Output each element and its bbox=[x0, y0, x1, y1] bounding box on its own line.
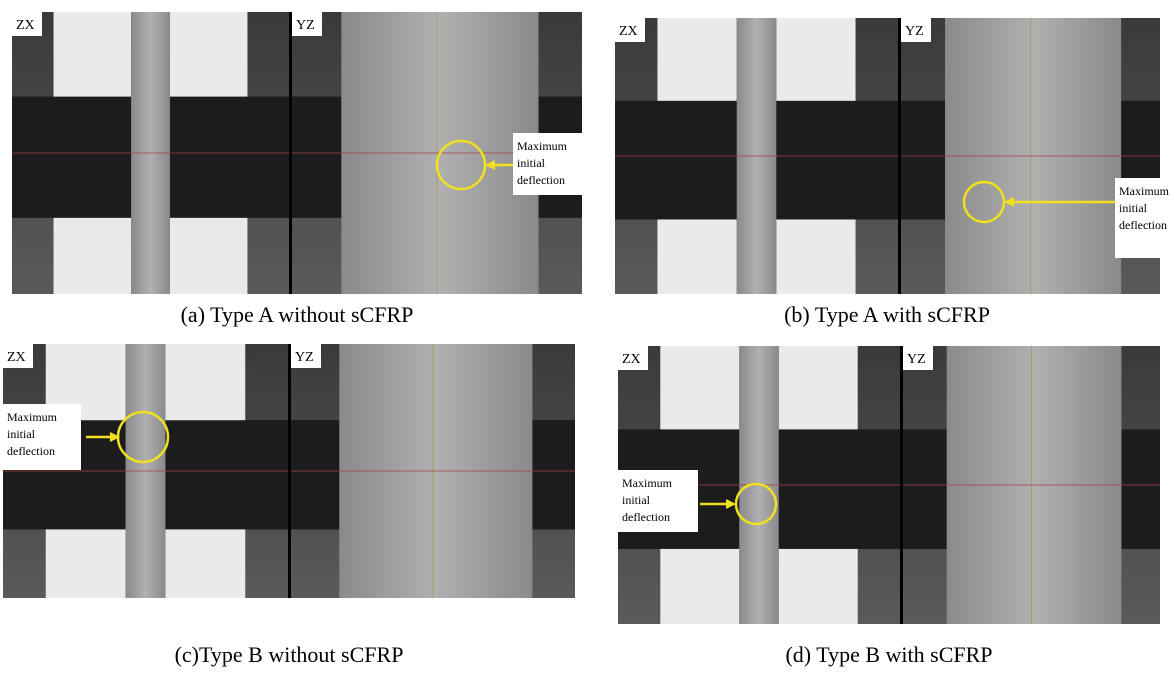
view-divider bbox=[288, 344, 291, 598]
grip-block bbox=[660, 346, 740, 430]
view-label-box bbox=[12, 12, 42, 36]
view-label-box bbox=[3, 344, 33, 368]
annotation-text: initial bbox=[517, 156, 546, 170]
view-label: YZ bbox=[295, 350, 314, 365]
grip-block bbox=[657, 219, 737, 294]
annotation-text: Maximum bbox=[622, 476, 673, 490]
annotation-text: initial bbox=[622, 493, 651, 507]
caption: (d) Type B with sCFRP bbox=[785, 642, 992, 667]
view-label: YZ bbox=[296, 18, 315, 33]
view-divider bbox=[900, 346, 903, 624]
grip-block bbox=[165, 529, 246, 598]
arrow-head bbox=[1004, 197, 1014, 207]
annotation-box bbox=[3, 404, 81, 470]
annotation-text: Maximum bbox=[1119, 184, 1170, 198]
panel: ZX YZ Maximum initial deflection bbox=[3, 344, 575, 598]
annotation-text: initial bbox=[1119, 201, 1148, 215]
arrow-head bbox=[726, 499, 736, 509]
annotation-box bbox=[1115, 178, 1172, 258]
annotation-text: Maximum bbox=[7, 410, 58, 424]
annotation-text: deflection bbox=[7, 444, 55, 458]
panel: ZX YZ Maximum initial deflection bbox=[615, 18, 1172, 294]
view-divider bbox=[289, 12, 292, 294]
grip-block bbox=[776, 219, 856, 294]
grip-block bbox=[657, 18, 737, 101]
view-label: ZX bbox=[16, 18, 35, 33]
view-label: YZ bbox=[907, 352, 926, 367]
view-label-box bbox=[618, 346, 648, 370]
grip-block bbox=[778, 548, 858, 624]
arrow-head bbox=[110, 432, 120, 442]
panel: ZX YZ Maximum initial deflection bbox=[12, 12, 583, 294]
view-label-box bbox=[901, 18, 931, 42]
grip-block bbox=[169, 12, 248, 97]
view-label: ZX bbox=[619, 24, 638, 39]
annotation-text: deflection bbox=[622, 510, 670, 524]
grip-block bbox=[169, 217, 248, 294]
grip-block bbox=[660, 548, 740, 624]
annotation-box bbox=[618, 470, 698, 532]
annotation-text: deflection bbox=[1119, 218, 1167, 232]
grip-block bbox=[776, 18, 856, 101]
grip-block bbox=[53, 217, 132, 294]
view-label-box bbox=[615, 18, 645, 42]
panel: ZX YZ Maximum initial deflection bbox=[618, 346, 1160, 624]
view-label-box bbox=[292, 12, 322, 36]
caption: (a) Type A without sCFRP bbox=[181, 302, 414, 327]
view-label: ZX bbox=[622, 352, 641, 367]
annotation-text: Maximum bbox=[517, 139, 568, 153]
grip-block bbox=[165, 344, 246, 421]
view-label-box bbox=[291, 344, 321, 368]
annotation-text: deflection bbox=[517, 173, 565, 187]
view-label: YZ bbox=[905, 24, 924, 39]
grip-block bbox=[778, 346, 858, 430]
arrow-head bbox=[485, 160, 495, 170]
annotation-box bbox=[513, 133, 583, 195]
grip-block bbox=[53, 12, 132, 97]
view-label: ZX bbox=[7, 350, 26, 365]
caption: (c)Type B without sCFRP bbox=[175, 642, 404, 667]
annotation-text: initial bbox=[7, 427, 36, 441]
caption: (b) Type A with sCFRP bbox=[784, 302, 990, 327]
grip-block bbox=[45, 529, 126, 598]
view-divider bbox=[898, 18, 901, 294]
view-label-box bbox=[903, 346, 933, 370]
